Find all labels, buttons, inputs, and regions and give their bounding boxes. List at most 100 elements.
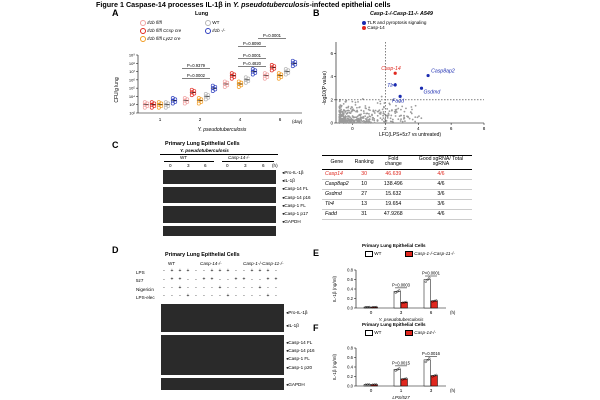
pvalue-label: P=0.0003 xyxy=(392,282,411,287)
background-point xyxy=(405,107,407,110)
treatment-sign: + xyxy=(227,268,230,274)
background-point xyxy=(346,115,349,118)
highlight-label: Casp-14 xyxy=(381,66,401,72)
band-label: ◂Casp-1 p20 xyxy=(286,364,313,370)
treatment-label: 5z7 xyxy=(136,278,144,284)
blot-strip xyxy=(161,378,284,390)
table-row: Casp14 30 46.639 4/6 xyxy=(322,169,472,180)
pvalue-label: P=0.4820 xyxy=(243,61,262,66)
treatment-sign: - xyxy=(243,268,245,274)
pvalue-label: P=0.0016 xyxy=(422,351,441,356)
table-cell: 31 xyxy=(351,209,377,220)
panel-b-cloud xyxy=(338,95,423,124)
background-point xyxy=(347,106,349,109)
panel-c-wt-line xyxy=(164,161,214,162)
background-point xyxy=(371,118,374,121)
background-point xyxy=(365,107,367,110)
treatment-sign: - xyxy=(163,293,165,299)
x-tick-label: 2 xyxy=(199,117,202,122)
replicate-point xyxy=(424,280,427,283)
background-point xyxy=(339,110,341,112)
legend-item: Il1b fl/fl xyxy=(140,20,162,26)
treatment-sign: - xyxy=(275,285,277,291)
replicate-point xyxy=(433,374,436,377)
table-header: Good sgRNA/ Total sgRNA xyxy=(409,155,472,170)
background-point xyxy=(352,122,354,124)
panel-f-legend-ko: Casp-14-/- xyxy=(405,330,436,336)
highlight-point xyxy=(419,86,424,90)
treatment-sign: + xyxy=(227,293,230,299)
background-point xyxy=(373,121,376,124)
panel-a-points xyxy=(142,58,298,110)
data-point xyxy=(203,91,208,96)
panel-a-ylabel: CFU/g lung xyxy=(114,77,120,103)
background-point xyxy=(418,115,420,118)
legend-marker xyxy=(362,20,366,25)
treatment-sign: - xyxy=(251,285,253,291)
background-point xyxy=(392,121,394,123)
panel-d-band-labels-bot: ◂GAPDH xyxy=(286,382,305,388)
x-tick-label: 0 xyxy=(370,388,373,393)
x-tick-label: 0 xyxy=(351,126,354,131)
background-point xyxy=(382,114,385,117)
background-point xyxy=(348,121,351,124)
legend-swatch xyxy=(365,251,373,257)
panel-f-legend-wt: WT xyxy=(365,330,381,336)
treatment-sign: - xyxy=(251,293,253,299)
treatment-sign: - xyxy=(195,276,197,282)
timepoint: 3 xyxy=(187,163,190,168)
background-point xyxy=(351,106,354,109)
background-point xyxy=(339,114,341,117)
table-cell: Casp8ap2 xyxy=(322,179,352,190)
y-tick-label: 0.8 xyxy=(347,346,353,351)
data-point xyxy=(163,100,168,105)
panel-e-legend-wt: WT xyxy=(365,251,381,257)
band-label: ◂Casp-1 FL xyxy=(286,356,310,362)
treatment-sign: + xyxy=(203,276,206,282)
legend-item: Il1b fl/fl Ccsp cre xyxy=(140,28,181,34)
background-point xyxy=(400,118,402,121)
treatment-label: LPS xyxy=(136,270,145,275)
x-axis-label: Y. pseudotuberculosis xyxy=(379,317,424,322)
treatment-sign: - xyxy=(187,276,189,282)
background-point xyxy=(391,109,393,111)
background-point xyxy=(345,121,348,124)
treatment-sign: + xyxy=(267,293,270,299)
background-point xyxy=(378,112,381,115)
background-point xyxy=(374,109,377,112)
table-cell: 13 xyxy=(351,199,377,210)
panel-c-label: C xyxy=(112,140,119,150)
treatment-sign: - xyxy=(195,268,197,274)
panel-b-ylabel: -log10(P value) xyxy=(322,71,328,105)
legend-swatch xyxy=(405,251,413,257)
data-point xyxy=(149,100,154,105)
time-unit: (h) xyxy=(450,388,456,393)
background-point xyxy=(379,102,382,105)
band-label: ◂IL-1β xyxy=(282,178,295,184)
background-point xyxy=(365,118,368,121)
background-point xyxy=(354,101,357,104)
table-cell: 3/6 xyxy=(409,189,472,200)
data-point xyxy=(222,79,227,84)
background-point xyxy=(347,109,350,112)
background-point xyxy=(350,121,353,123)
background-point xyxy=(398,115,401,118)
bar xyxy=(393,291,401,309)
bar xyxy=(393,369,401,387)
panel-f-title: Primary Lung Epithelial Cells xyxy=(362,322,426,327)
background-point xyxy=(376,110,379,113)
replicate-point xyxy=(431,375,434,378)
background-point xyxy=(383,113,386,116)
replicate-point xyxy=(375,383,378,386)
panel-b-xlabel: LFC(LPS+5z7 vs untreated) xyxy=(379,132,441,138)
data-point xyxy=(182,96,187,101)
band-label: ◂Pro-IL-1β xyxy=(286,310,308,315)
panel-a-xlabel: Y. pseudotuberculosis xyxy=(198,127,247,133)
background-point xyxy=(383,106,385,109)
y-tick-label: 10⁸ xyxy=(129,61,135,66)
background-point xyxy=(376,119,379,122)
table-header: Ranking xyxy=(351,155,377,170)
treatment-sign: - xyxy=(203,293,205,299)
x-axis-label: LPS/5z7 xyxy=(392,395,410,400)
background-point xyxy=(358,106,361,108)
